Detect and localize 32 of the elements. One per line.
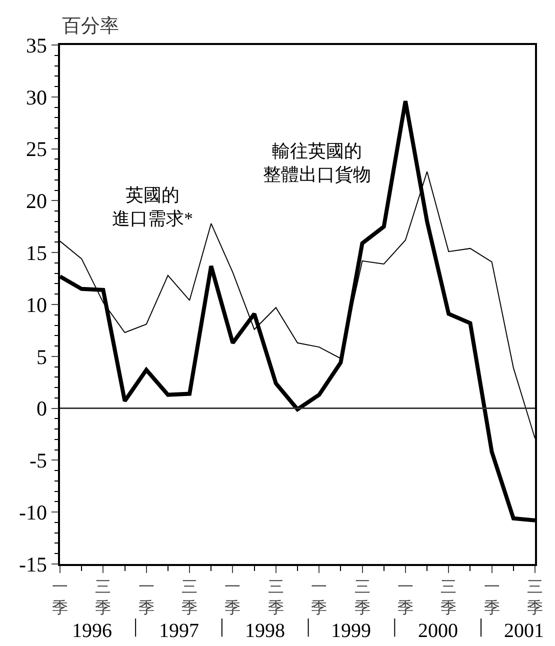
text: 1999: [331, 620, 371, 642]
text: 2001: [504, 620, 544, 642]
text: 2000: [418, 620, 458, 642]
x-tick-label: 三季: [354, 578, 370, 617]
y-tick-label: 0: [36, 396, 48, 421]
text: 1996: [72, 620, 112, 642]
y-tick-label: -10: [19, 500, 48, 524]
y-tick-label: -5: [30, 448, 48, 473]
x-tick-label: 一季: [397, 578, 414, 617]
series-label: 英國的進口需求*: [112, 185, 193, 228]
x-tick-label: 三季: [268, 578, 284, 617]
x-tick-label: 三季: [440, 578, 457, 617]
x-tick-label: 三季: [95, 578, 112, 617]
x-tick-label: 三季: [527, 578, 543, 617]
y-axis-title: 百分率: [62, 15, 119, 37]
x-tick-label: 一季: [484, 578, 500, 617]
series-label: 輸往英國的整體出口貨物: [263, 141, 371, 184]
x-tick-label: 三季: [182, 578, 198, 617]
y-tick-label: 10: [26, 292, 48, 317]
x-tick-label: 一季: [52, 578, 68, 617]
x-tick-label: 一季: [224, 578, 241, 617]
x-tick-label: 一季: [311, 578, 328, 617]
text: 1997: [159, 620, 199, 642]
y-tick-label: -15: [19, 552, 48, 576]
y-tick-label: 35: [26, 33, 48, 58]
y-tick-label: 15: [26, 240, 48, 265]
y-tick-label: 25: [26, 137, 48, 162]
text: 1998: [245, 620, 285, 642]
x-tick-label: 一季: [138, 578, 154, 617]
y-tick-label: 30: [26, 85, 48, 110]
y-tick-label: 20: [26, 189, 48, 214]
y-tick-label: 5: [36, 344, 48, 369]
